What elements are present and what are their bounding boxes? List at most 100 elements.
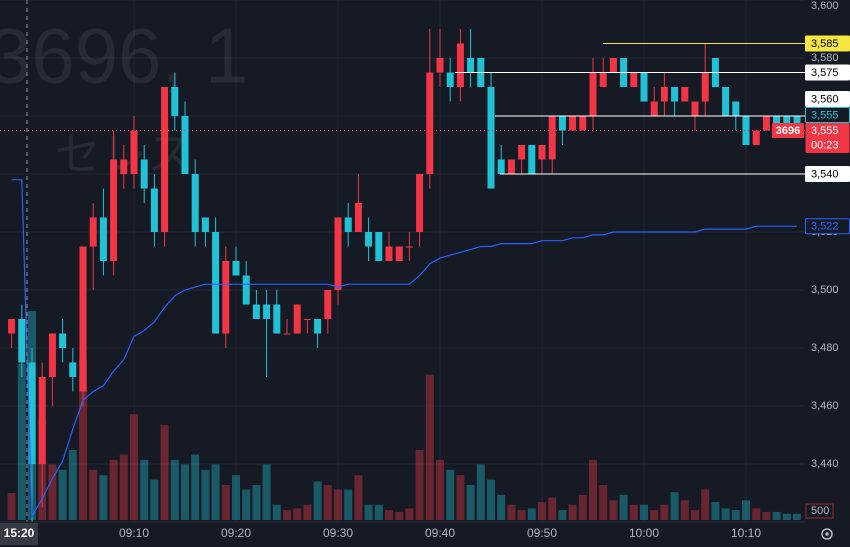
candle-body [314, 319, 322, 334]
gear[interactable] [821, 528, 833, 540]
volume-bar [272, 504, 281, 520]
candle-body [507, 159, 515, 174]
candle-body [701, 72, 709, 102]
volume-bar [119, 454, 128, 520]
volume-tick-label: 500 [811, 505, 829, 517]
candle-body [140, 159, 148, 189]
candle-body [161, 87, 169, 232]
price-label: 3,585 [811, 38, 839, 50]
volume-bar [89, 469, 98, 520]
volume-bar [589, 459, 597, 520]
volume-bar [242, 489, 251, 520]
candle-body [609, 58, 617, 73]
volume-bar [609, 500, 618, 520]
candle-body [416, 174, 424, 232]
candle-body [212, 232, 220, 334]
volume-bar [415, 450, 424, 520]
volume-bar [721, 508, 730, 520]
candle-body [375, 232, 383, 261]
crosshair-label: 15:20 [4, 526, 35, 540]
volume-bar [691, 510, 699, 520]
candle-body [671, 87, 679, 102]
candle-body [385, 246, 393, 261]
candle-body [365, 232, 373, 247]
candle-body [589, 72, 597, 116]
volume-bar [109, 459, 118, 520]
ma-line [11, 179, 797, 519]
y-tick-label: 3,480 [811, 342, 839, 354]
volume-bar [7, 493, 16, 520]
volume-bar [201, 469, 210, 520]
candle-body [487, 87, 495, 189]
candle-body [538, 145, 546, 160]
volume-bar [701, 489, 710, 520]
volume-bar [354, 475, 363, 520]
time-axis [0, 522, 850, 547]
volume-bar [303, 504, 312, 520]
candle-body [99, 217, 107, 261]
candle-body [110, 159, 118, 261]
volume-bar [762, 511, 771, 520]
volume-bar [181, 464, 189, 520]
candle-body [283, 333, 291, 335]
volume-bar [772, 511, 781, 520]
candle-body [558, 116, 566, 131]
volume-bar [395, 511, 404, 520]
x-tick-label: 09:10 [119, 526, 149, 540]
volume-bar [731, 510, 740, 520]
volume-bar [517, 510, 526, 520]
volume-bar [538, 502, 546, 520]
volume-bar [170, 459, 179, 520]
price-label: 3,560 [811, 93, 839, 105]
candle-body [303, 319, 311, 320]
volume-bar [487, 479, 495, 520]
volume-bar [742, 500, 750, 520]
volume-bar [782, 513, 791, 520]
x-tick-label: 09:50 [527, 526, 557, 540]
volume-bar [446, 469, 455, 520]
volume-bar [527, 508, 536, 520]
volume-bar [793, 513, 801, 520]
volume-bar [548, 497, 557, 520]
settings-icon[interactable] [821, 528, 833, 540]
price-layer [0, 0, 805, 522]
candle-body [232, 261, 240, 276]
candle-body [395, 246, 403, 261]
last-price-countdown: 00:23 [811, 139, 839, 151]
symbol-tag: 3696 [776, 125, 800, 137]
candle-body [630, 72, 638, 87]
volume-bar [507, 504, 516, 520]
candle-body [150, 188, 158, 232]
volume-bar [629, 504, 638, 520]
candle-body [181, 116, 189, 174]
volume-bar [670, 492, 679, 520]
volume-bar [140, 459, 149, 520]
volume-bar [436, 459, 444, 520]
candle-body [201, 217, 209, 232]
volume-bar [99, 475, 108, 520]
candle-body [569, 116, 577, 131]
candle-body [354, 203, 362, 232]
candle-body [405, 246, 413, 248]
price-label: 3,575 [811, 67, 839, 79]
volume-bar [619, 494, 628, 520]
volume-bar [150, 479, 159, 520]
candle-body [640, 72, 648, 102]
candle-body [48, 333, 56, 377]
candle-body [334, 217, 342, 290]
x-tick-label: 10:10 [731, 526, 761, 540]
crosshair-box [0, 523, 38, 545]
candle-body [8, 319, 16, 334]
last-price-label: 3,555 [811, 125, 839, 137]
candle-body [171, 87, 179, 116]
volume-bar [160, 424, 169, 520]
candle-body [273, 304, 281, 334]
gear-center [825, 532, 829, 536]
candle-body [426, 72, 434, 174]
candle-body [436, 58, 444, 73]
price-label: 3,555 [811, 109, 839, 121]
volume-bar [558, 510, 567, 520]
